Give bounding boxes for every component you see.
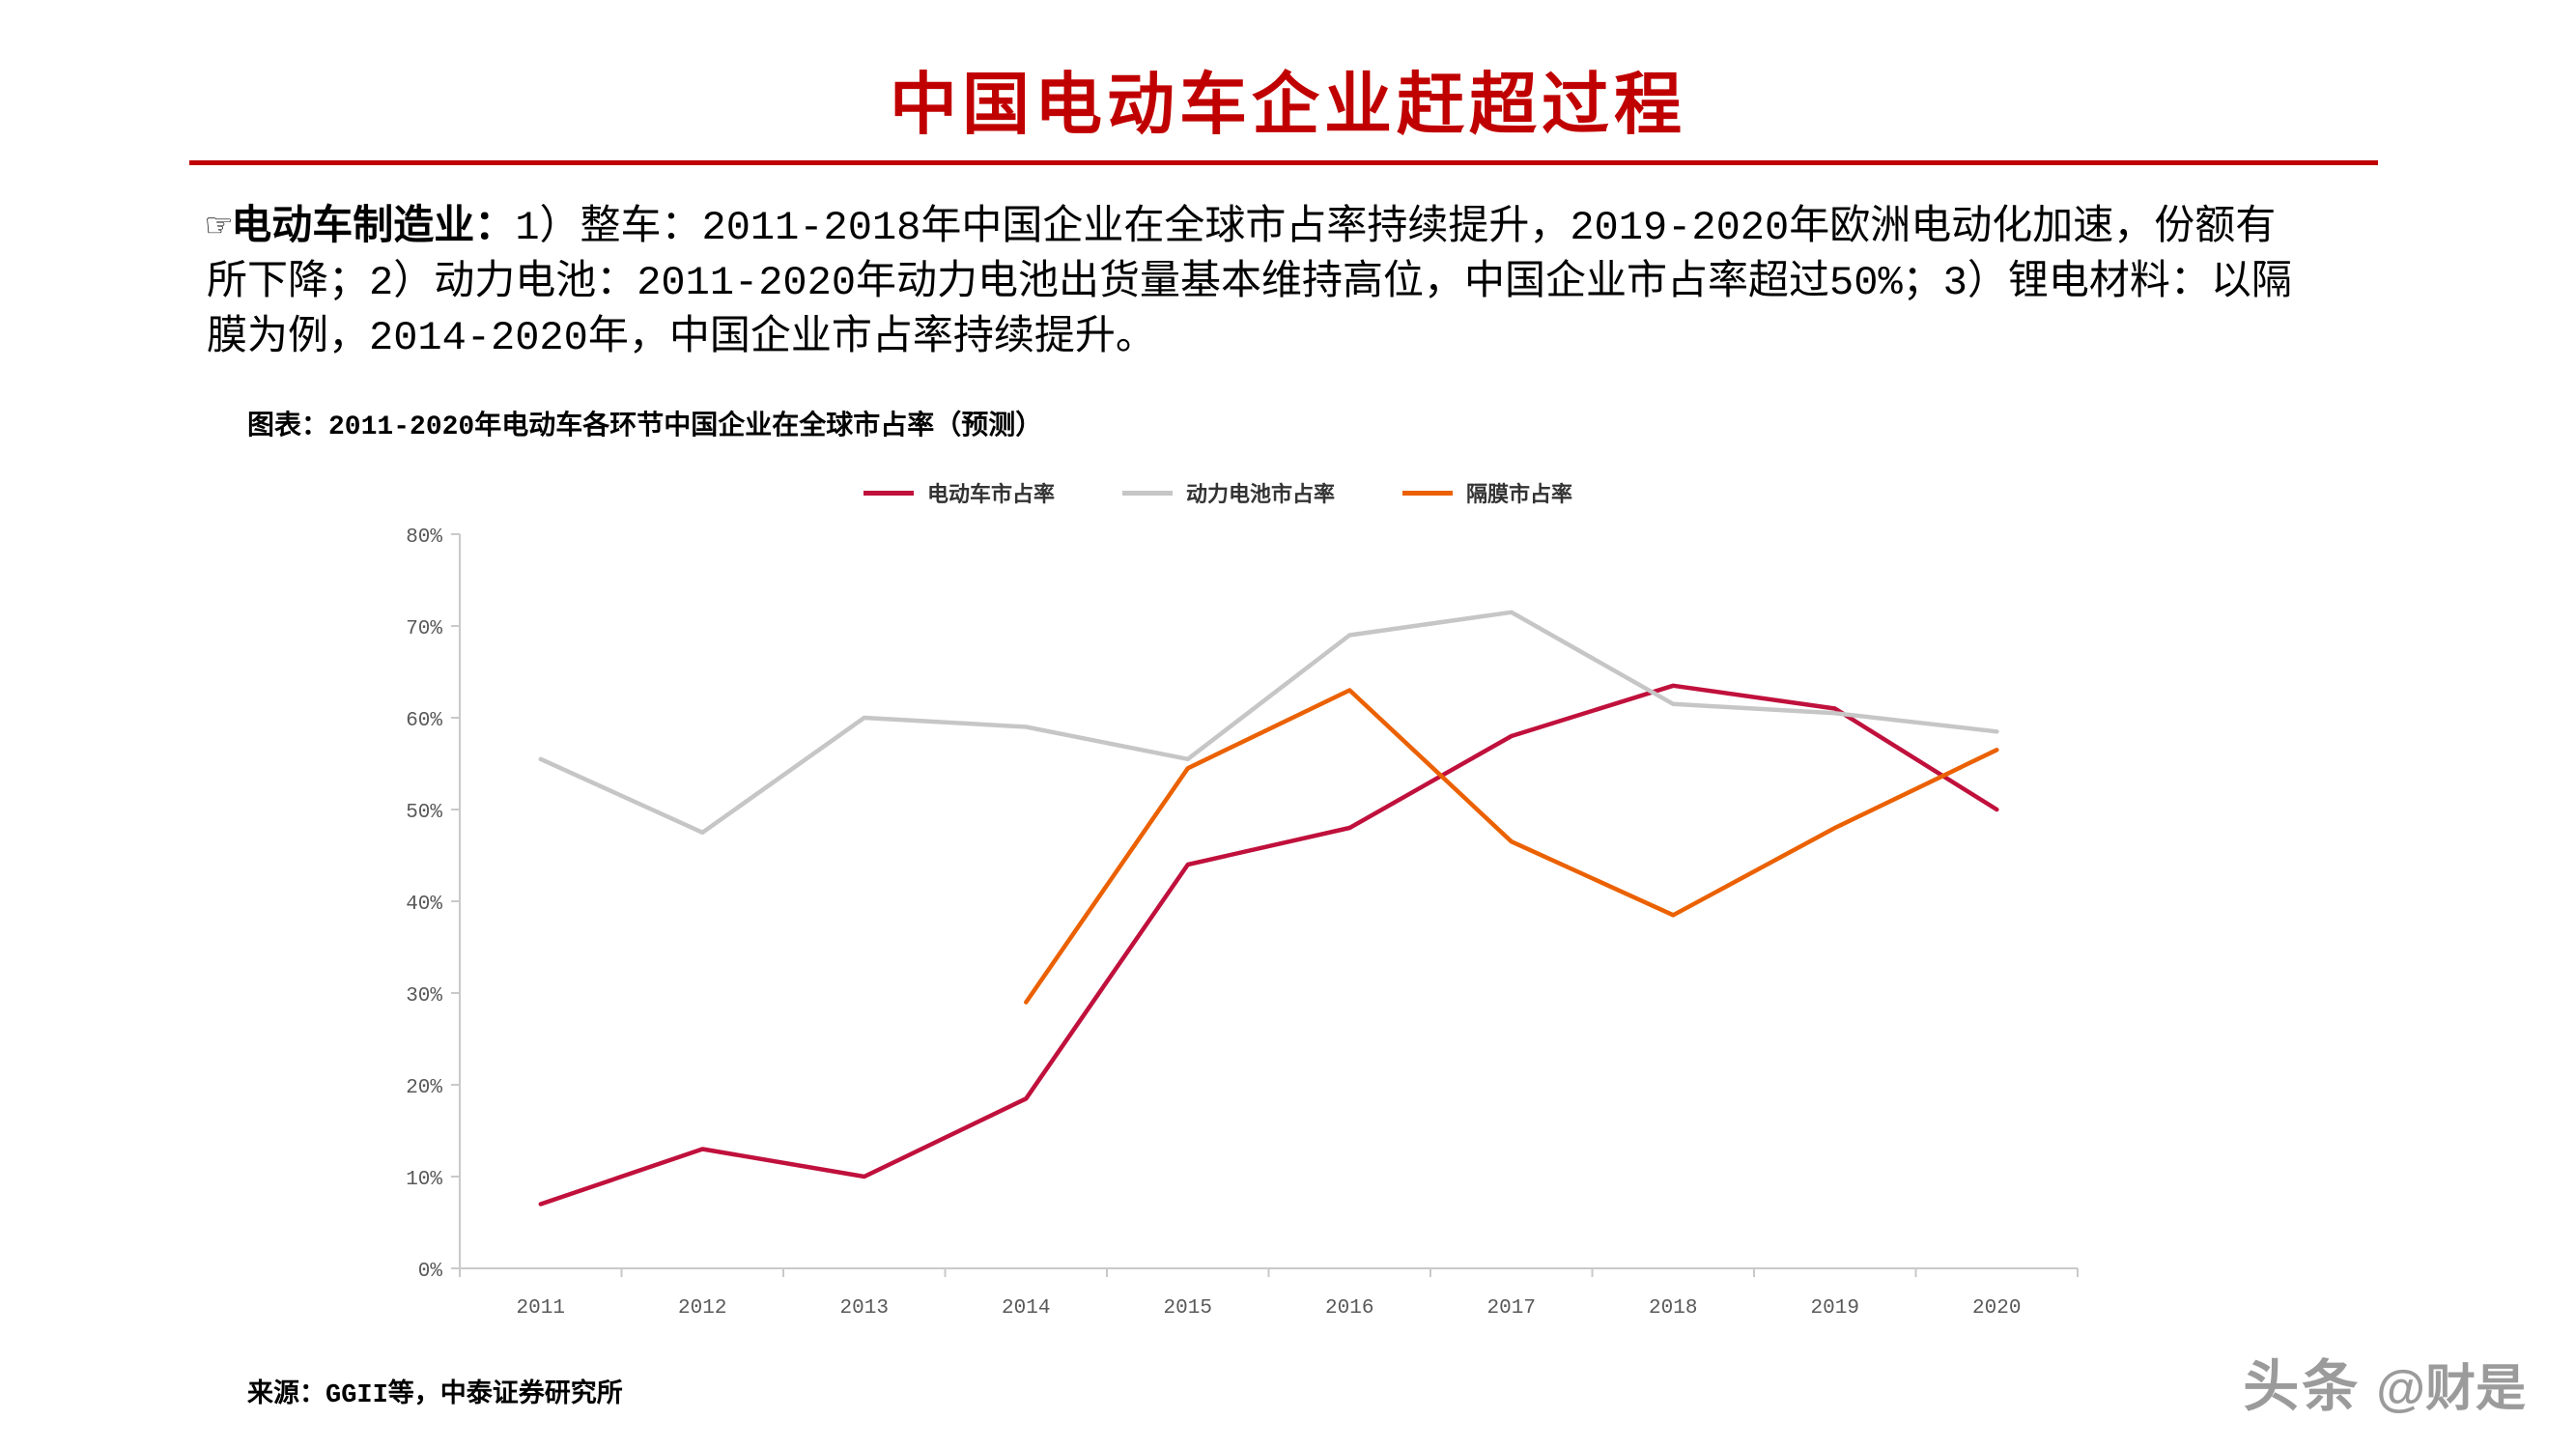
x-tick-label: 2015 [1164,1297,1212,1320]
y-tick-label: 60% [406,710,442,732]
y-tick-label: 50% [406,802,442,824]
x-tick-label: 2018 [1649,1297,1697,1320]
body-line-1: ☞电动车制造业：1）整车：2011-2018年中国企业在全球市占率持续提升，20… [207,201,2419,256]
body-lead: 电动车制造业： [231,205,516,251]
y-tick-label: 40% [406,894,442,916]
legend-swatch [1121,490,1173,496]
x-tick-label: 2020 [1972,1297,2021,1320]
x-tick-label: 2012 [678,1297,726,1320]
legend-swatch [863,490,914,496]
watermark: 头条 @财是 [2243,1341,2526,1422]
x-tick-label: 2011 [517,1297,565,1320]
y-tick-label: 70% [406,618,442,640]
x-tick-label: 2014 [1002,1297,1050,1320]
body-line-1-text: 1）整车：2011-2018年中国企业在全球市占率持续提升，2019-2020年… [515,205,2277,251]
legend-item: 动力电池市占率 [1121,477,1335,508]
y-tick-label: 0% [418,1261,443,1283]
legend-item: 电动车市占率 [863,477,1055,508]
source-note: 来源：GGII等，中泰证券研究所 [247,1381,623,1410]
watermark-brand: 头条 [2243,1355,2362,1418]
figure-caption: 图表：2011-2020年电动车各环节中国企业在全球市占率（预测） [247,412,1043,442]
market-share-line-chart: 0% 10% 20% 30% 40% 50% 60% 70% 80% 2011 2012 2013 20… [406,526,2079,1320]
y-tick-label: 80% [406,526,442,549]
y-tick-label: 10% [406,1169,442,1191]
body-line-2: 所下降；2）动力电池：2011-2020年动力电池出货量基本维持高位，中国企业市… [207,260,2292,306]
watermark-handle: @财是 [2376,1361,2526,1417]
x-tick-label: 2017 [1487,1297,1536,1320]
x-tick-label: 2016 [1325,1297,1373,1320]
chart-legend: 电动车市占率 动力电池市占率 隔膜市占率 [349,477,2087,508]
legend-item: 隔膜市占率 [1402,477,1572,508]
y-tick-label: 30% [406,985,442,1008]
y-tick-label: 20% [406,1077,442,1099]
x-tick-label: 2019 [1811,1297,1859,1320]
body-line-3: 膜为例，2014-2020年，中国企业市占率持续提升。 [207,315,1156,361]
series-line [538,683,1999,1207]
legend-label: 动力电池市占率 [1185,484,1335,508]
x-tick-label: 2013 [840,1297,889,1320]
legend-label: 隔膜市占率 [1466,484,1573,508]
legend-swatch [1402,490,1453,496]
legend-label: 电动车市占率 [926,484,1055,508]
series-line [1024,688,1999,1005]
page-title: 中国电动车企业赶超过程 [890,69,1686,143]
body-paragraph: ☞电动车制造业：1）整车：2011-2018年中国企业在全球市占率持续提升，20… [207,201,2419,366]
title-divider [189,160,2378,165]
series-line [538,610,1999,836]
pointer-icon: ☞ [207,205,232,251]
